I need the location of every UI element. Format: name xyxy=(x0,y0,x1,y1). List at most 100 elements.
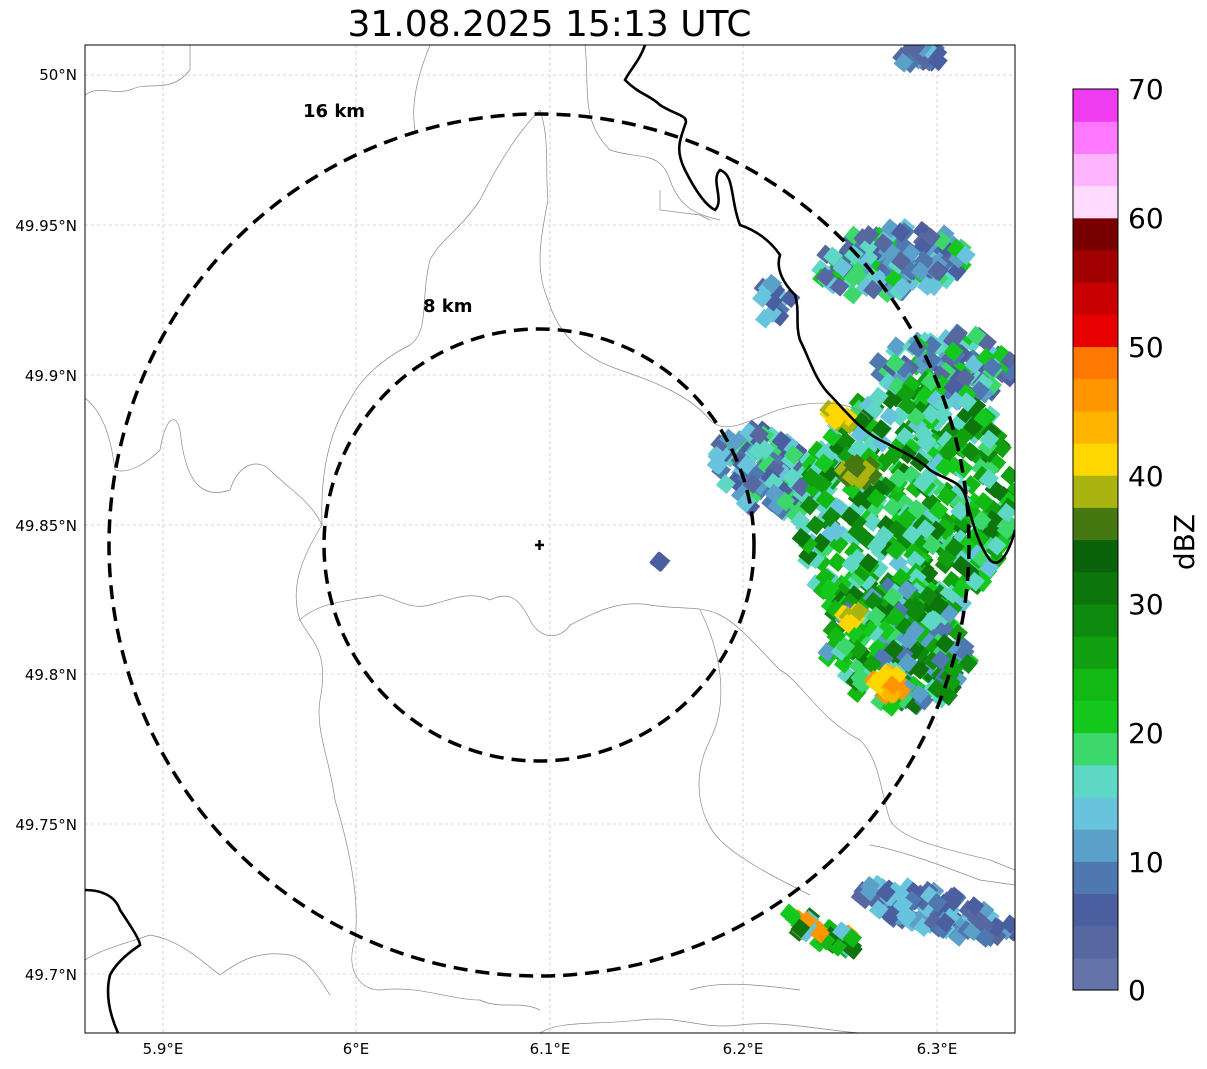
echo-cell xyxy=(897,652,918,673)
echo-cell xyxy=(955,368,975,388)
echo-cell xyxy=(905,602,926,622)
echo-cell xyxy=(992,438,1012,459)
colorbar-tick-label: 60 xyxy=(1128,202,1164,235)
colorbar-segment xyxy=(1073,89,1118,122)
echo-cell xyxy=(907,499,928,520)
echo-cell xyxy=(973,491,994,512)
colorbar-segment xyxy=(1073,410,1118,444)
echo-cell xyxy=(930,650,951,670)
echo-cell xyxy=(862,654,882,675)
echo-cell xyxy=(971,510,992,531)
echo-cell xyxy=(943,659,964,679)
echo-cell xyxy=(799,495,820,516)
echo-cell xyxy=(826,521,846,541)
lat-tick-label: 50°N xyxy=(39,66,77,84)
national-border xyxy=(85,45,1015,1033)
echo-cell xyxy=(905,45,926,58)
echo-cell xyxy=(935,633,955,654)
echo-cell xyxy=(791,527,812,548)
echo-cell xyxy=(859,225,880,245)
echo-cell xyxy=(829,276,850,297)
echo-cell xyxy=(922,535,943,556)
echo-cell xyxy=(810,923,830,944)
lat-tick-label: 49.75°N xyxy=(15,816,77,834)
echo-cell xyxy=(885,607,906,627)
colorbar-tick-label: 40 xyxy=(1128,460,1164,493)
colorbar-tick-label: 0 xyxy=(1128,974,1146,1007)
echo-cell xyxy=(790,918,811,939)
map-title: 31.08.2025 15:13 UTC xyxy=(347,4,752,45)
echo-cell xyxy=(866,536,887,556)
echo-cell xyxy=(1000,350,1015,371)
colorbar-segment xyxy=(1073,314,1118,348)
echo-cell xyxy=(982,357,1003,378)
echo-cell xyxy=(875,882,896,903)
echo-cell xyxy=(783,444,804,465)
echo-cell xyxy=(935,912,956,933)
lon-tick-label: 6°E xyxy=(343,1040,370,1058)
lon-tick-label: 6.2°E xyxy=(723,1040,764,1058)
colorbar-tick-label: 70 xyxy=(1128,73,1164,106)
lat-tick-label: 49.95°N xyxy=(15,217,77,235)
lat-tick-label: 49.7°N xyxy=(25,966,77,984)
echo-cell xyxy=(1006,361,1015,382)
echo-cell xyxy=(824,410,845,430)
echo-cell xyxy=(893,894,913,915)
colorbar-segment xyxy=(1073,957,1118,991)
echo-cell xyxy=(1000,914,1015,935)
echo-cell xyxy=(866,488,887,509)
echo-cell xyxy=(892,277,913,297)
echo-cell xyxy=(921,227,941,248)
echo-cell xyxy=(706,454,727,474)
colorbar-label: dBZ xyxy=(1168,514,1201,570)
echo-cell xyxy=(843,267,864,287)
colorbar-segment xyxy=(1073,764,1118,798)
colorbar-segment xyxy=(1073,475,1118,508)
colorbar-segment xyxy=(1073,861,1118,895)
colorbar-segment xyxy=(1073,185,1118,219)
echo-cell xyxy=(916,431,937,451)
colorbar-segment xyxy=(1073,636,1118,669)
echo-cell xyxy=(805,515,826,536)
echo-cell xyxy=(819,578,840,599)
colorbar-segment xyxy=(1073,668,1118,701)
echo-cell xyxy=(844,244,864,265)
echo-cell xyxy=(882,587,903,607)
echo-cell xyxy=(979,429,1000,450)
echo-cell xyxy=(884,639,904,660)
echo-cell xyxy=(905,550,926,571)
echo-cell xyxy=(944,886,965,907)
echo-cell xyxy=(969,380,990,401)
echo-cell xyxy=(832,257,853,278)
echo-cell xyxy=(863,279,883,300)
echo-cell xyxy=(944,537,965,558)
echo-cell xyxy=(762,273,782,294)
echo-cell xyxy=(928,500,949,521)
echo-cell xyxy=(763,472,784,493)
echo-cell xyxy=(906,407,927,428)
radar-site-marker xyxy=(535,540,544,550)
echo-cell xyxy=(821,506,842,527)
colorbar-tick-label: 50 xyxy=(1128,331,1164,364)
echo-cell xyxy=(815,266,836,287)
colorbar-segment xyxy=(1073,732,1118,766)
echo-cell xyxy=(966,325,987,346)
colorbar-segment xyxy=(1073,378,1118,412)
colorbar-segment xyxy=(1073,796,1118,830)
echo-cell xyxy=(907,338,927,359)
echo-cell xyxy=(747,440,768,461)
echo-cell xyxy=(850,667,871,687)
echo-cell xyxy=(843,940,863,960)
echo-cell xyxy=(936,486,957,507)
echo-cell xyxy=(918,586,938,606)
echo-cell xyxy=(909,684,930,705)
echo-cell xyxy=(943,341,964,362)
echo-cell xyxy=(840,506,861,527)
ring-label-16km: 16 km xyxy=(303,101,365,122)
colorbar-ticks: 70 60 50 40 30 20 10 0 xyxy=(1128,73,1164,1007)
echo-cell xyxy=(950,501,970,521)
echo-cell xyxy=(882,675,903,696)
echo-cell xyxy=(885,353,906,374)
echo-cell xyxy=(956,245,976,266)
echo-cell xyxy=(771,430,792,451)
